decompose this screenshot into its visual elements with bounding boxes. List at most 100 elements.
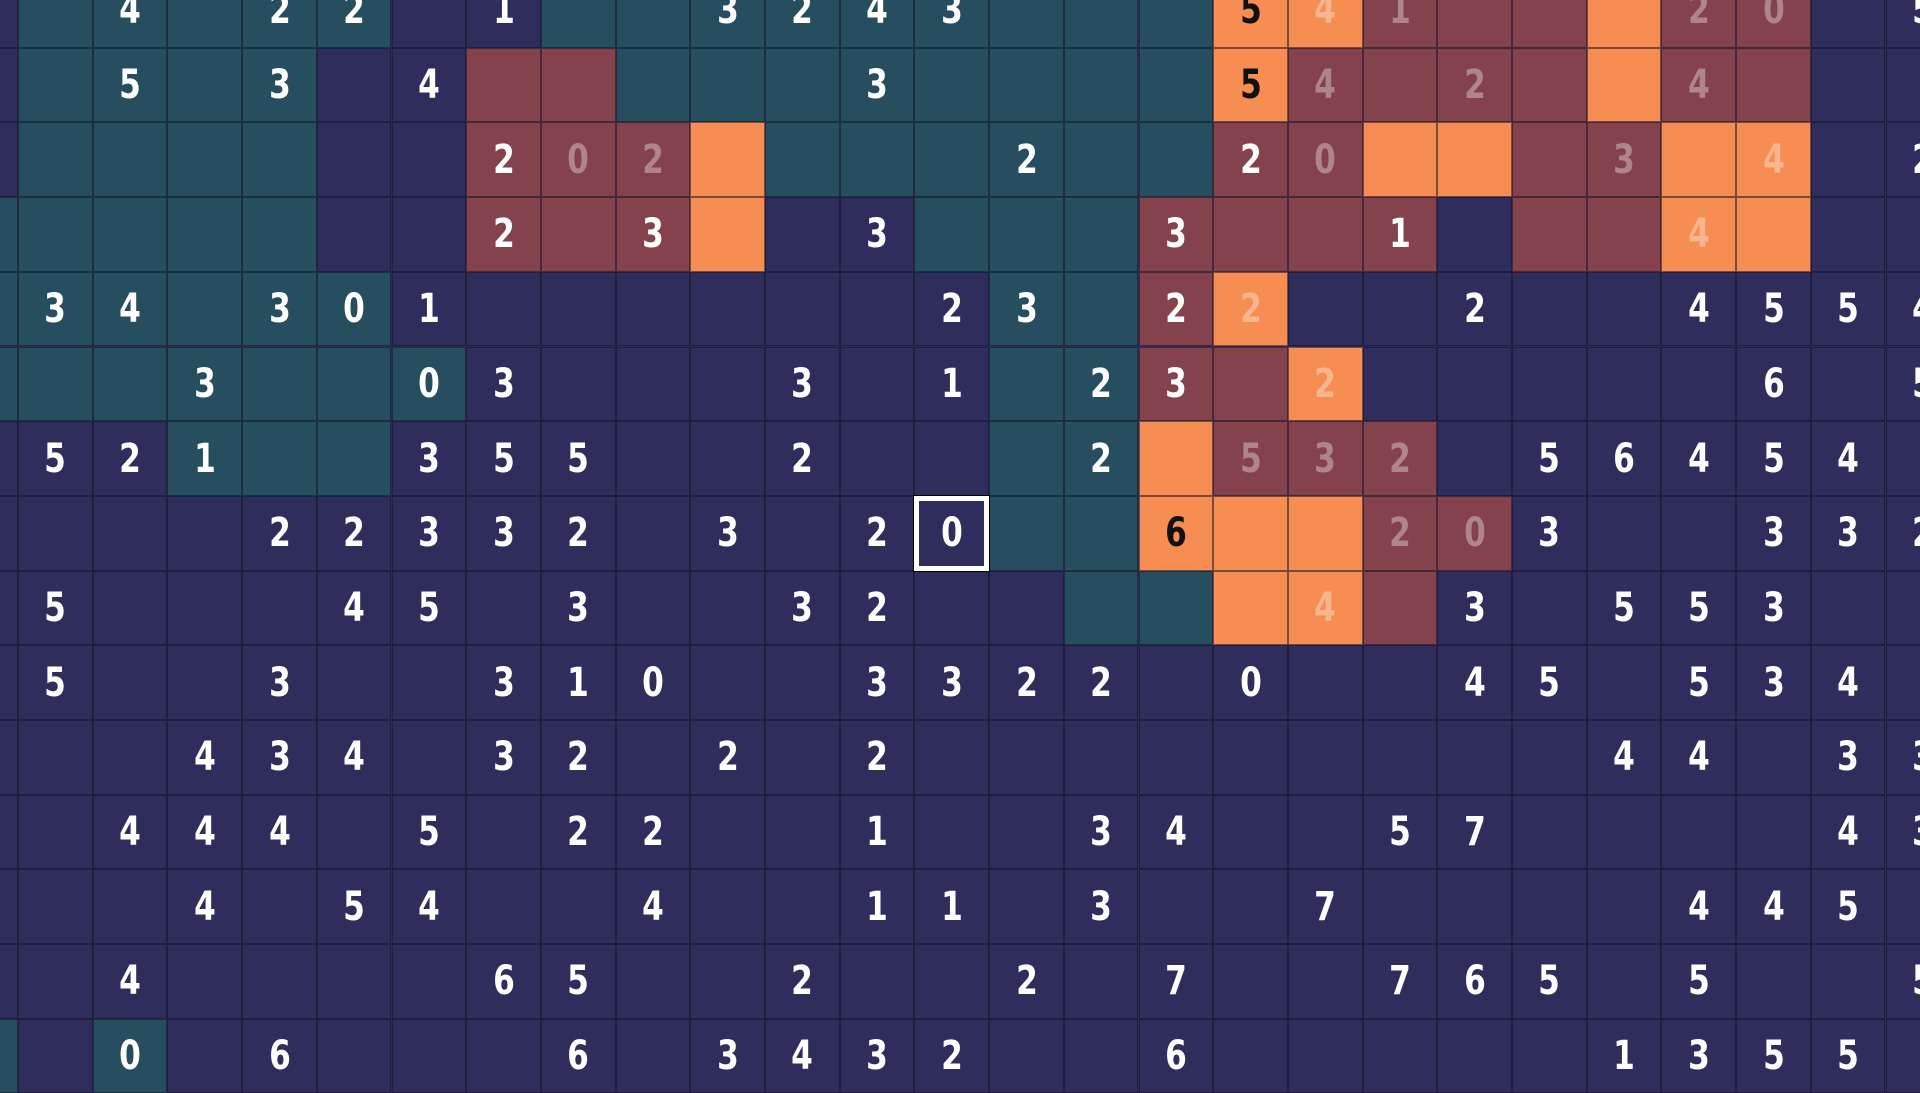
grid-cell[interactable]: 2 bbox=[1886, 496, 1920, 571]
grid-cell[interactable]: 2 bbox=[616, 795, 691, 870]
grid-cell[interactable] bbox=[1064, 944, 1139, 1019]
grid-cell[interactable]: 3 bbox=[1811, 720, 1886, 795]
grid-cell[interactable]: 4 bbox=[167, 720, 242, 795]
grid-cell-selected[interactable]: 0 bbox=[914, 496, 989, 571]
grid-cell[interactable] bbox=[989, 795, 1064, 870]
grid-cell[interactable]: 3 bbox=[1587, 122, 1662, 197]
grid-cell[interactable]: 4 bbox=[1587, 720, 1662, 795]
grid-cell[interactable] bbox=[0, 122, 18, 197]
grid-cell[interactable]: 5 bbox=[1811, 1019, 1886, 1093]
grid-cell[interactable] bbox=[1587, 197, 1662, 272]
grid-cell[interactable]: 4 bbox=[1811, 795, 1886, 870]
grid-cell[interactable] bbox=[1512, 48, 1587, 123]
grid-cell[interactable] bbox=[616, 0, 691, 48]
grid-cell[interactable] bbox=[18, 197, 93, 272]
grid-cell[interactable] bbox=[317, 122, 392, 197]
grid-cell[interactable] bbox=[1064, 197, 1139, 272]
grid-cell[interactable]: 4 bbox=[1288, 571, 1363, 646]
grid-cell[interactable] bbox=[242, 347, 317, 422]
grid-cell[interactable] bbox=[242, 421, 317, 496]
grid-cell[interactable] bbox=[840, 347, 915, 422]
grid-cell[interactable]: 3 bbox=[840, 48, 915, 123]
grid-cell[interactable]: 4 bbox=[1661, 869, 1736, 944]
grid-cell[interactable]: 5 bbox=[1886, 0, 1920, 48]
grid-cell[interactable]: 3 bbox=[167, 347, 242, 422]
grid-cell[interactable] bbox=[840, 272, 915, 347]
grid-cell[interactable]: 2 bbox=[989, 645, 1064, 720]
grid-cell[interactable]: 2 bbox=[317, 0, 392, 48]
grid-cell[interactable] bbox=[1512, 720, 1587, 795]
grid-cell[interactable]: 2 bbox=[1437, 48, 1512, 123]
grid-cell[interactable] bbox=[242, 571, 317, 646]
grid-cell[interactable] bbox=[1736, 197, 1811, 272]
grid-cell[interactable]: 2 bbox=[1288, 347, 1363, 422]
grid-cell[interactable] bbox=[914, 421, 989, 496]
grid-cell[interactable] bbox=[317, 197, 392, 272]
grid-cell[interactable] bbox=[317, 347, 392, 422]
grid-cell[interactable] bbox=[1661, 122, 1736, 197]
grid-cell[interactable]: 4 bbox=[1811, 421, 1886, 496]
grid-cell[interactable]: 3 bbox=[690, 1019, 765, 1093]
grid-cell[interactable] bbox=[1363, 1019, 1438, 1093]
grid-cell[interactable] bbox=[317, 795, 392, 870]
grid-cell[interactable]: 4 bbox=[1661, 48, 1736, 123]
grid-cell[interactable] bbox=[317, 645, 392, 720]
grid-cell[interactable] bbox=[18, 0, 93, 48]
grid-cell[interactable] bbox=[167, 571, 242, 646]
grid-cell[interactable] bbox=[1363, 645, 1438, 720]
grid-cell[interactable]: 3 bbox=[1064, 795, 1139, 870]
grid-cell[interactable]: 4 bbox=[1736, 869, 1811, 944]
grid-cell[interactable] bbox=[0, 720, 18, 795]
grid-cell[interactable]: 3 bbox=[1139, 347, 1214, 422]
grid-cell[interactable]: 2 bbox=[616, 122, 691, 197]
grid-cell[interactable] bbox=[690, 122, 765, 197]
grid-cell[interactable] bbox=[914, 122, 989, 197]
grid-cell[interactable] bbox=[1587, 869, 1662, 944]
grid-cell[interactable]: 2 bbox=[989, 122, 1064, 197]
grid-cell[interactable]: 4 bbox=[93, 0, 168, 48]
grid-cell[interactable] bbox=[1811, 571, 1886, 646]
grid-cell[interactable]: 4 bbox=[840, 0, 915, 48]
grid-cell[interactable] bbox=[1064, 0, 1139, 48]
grid-cell[interactable] bbox=[18, 944, 93, 1019]
grid-cell[interactable] bbox=[1886, 197, 1920, 272]
grid-cell[interactable] bbox=[541, 869, 616, 944]
grid-cell[interactable] bbox=[1064, 571, 1139, 646]
grid-cell[interactable] bbox=[989, 869, 1064, 944]
grid-cell[interactable]: 3 bbox=[914, 645, 989, 720]
grid-cell[interactable] bbox=[1288, 645, 1363, 720]
grid-cell[interactable]: 2 bbox=[1661, 0, 1736, 48]
grid-cell[interactable]: 3 bbox=[392, 496, 467, 571]
grid-cell[interactable] bbox=[1811, 944, 1886, 1019]
grid-cell[interactable]: 5 bbox=[1736, 272, 1811, 347]
grid-cell[interactable] bbox=[18, 795, 93, 870]
grid-cell[interactable] bbox=[765, 197, 840, 272]
grid-cell[interactable] bbox=[242, 122, 317, 197]
grid-cell[interactable] bbox=[1512, 122, 1587, 197]
grid-cell[interactable]: 4 bbox=[1288, 48, 1363, 123]
grid-cell[interactable] bbox=[840, 421, 915, 496]
grid-cell[interactable] bbox=[1661, 795, 1736, 870]
grid-cell[interactable] bbox=[1811, 197, 1886, 272]
grid-cell[interactable]: 4 bbox=[1139, 795, 1214, 870]
grid-cell[interactable]: 3 bbox=[1886, 795, 1920, 870]
grid-cell[interactable] bbox=[466, 795, 541, 870]
grid-cell[interactable]: 3 bbox=[616, 197, 691, 272]
grid-cell[interactable] bbox=[1288, 944, 1363, 1019]
grid-cell[interactable] bbox=[1886, 645, 1920, 720]
grid-cell[interactable] bbox=[392, 720, 467, 795]
grid-cell[interactable] bbox=[93, 347, 168, 422]
grid-cell[interactable] bbox=[989, 496, 1064, 571]
grid-cell[interactable] bbox=[616, 496, 691, 571]
grid-cell[interactable] bbox=[1587, 645, 1662, 720]
grid-cell[interactable]: 3 bbox=[840, 197, 915, 272]
grid-cell[interactable] bbox=[765, 720, 840, 795]
grid-cell[interactable]: 3 bbox=[1811, 496, 1886, 571]
grid-cell[interactable]: 5 bbox=[1661, 944, 1736, 1019]
grid-cell[interactable] bbox=[541, 272, 616, 347]
grid-cell[interactable] bbox=[616, 421, 691, 496]
grid-cell[interactable] bbox=[840, 122, 915, 197]
grid-cell[interactable] bbox=[989, 421, 1064, 496]
grid-cell[interactable] bbox=[167, 272, 242, 347]
grid-cell[interactable] bbox=[1213, 1019, 1288, 1093]
